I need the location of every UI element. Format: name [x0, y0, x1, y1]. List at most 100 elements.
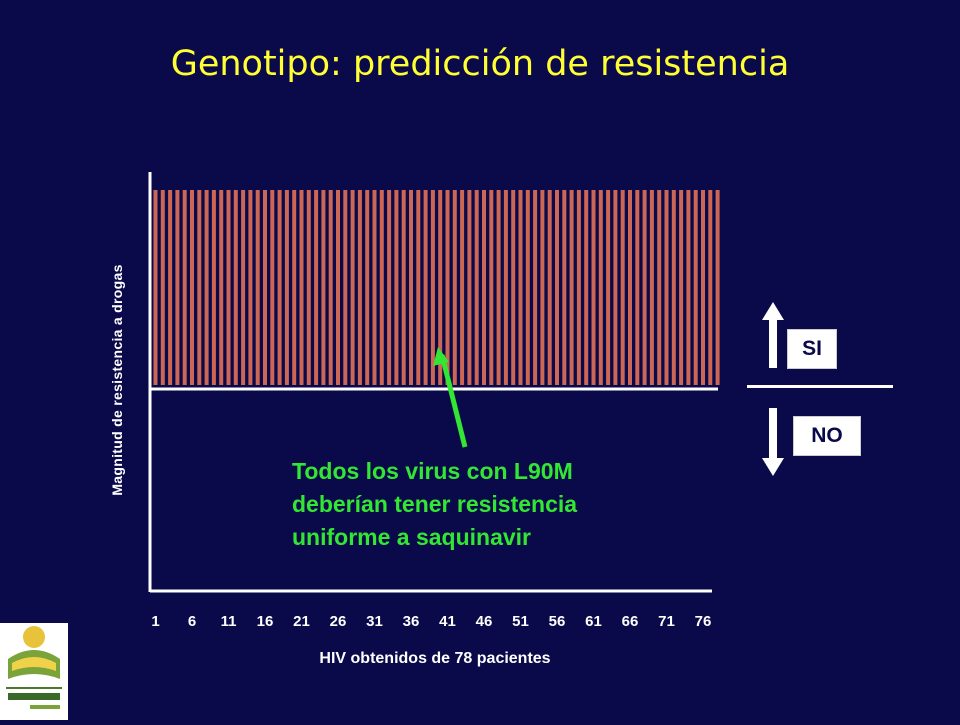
- bar-patient-48: [496, 190, 501, 385]
- bar-patient-6: [190, 190, 194, 385]
- x-tick-label-71: 71: [658, 613, 675, 630]
- bar-patient-36: [409, 190, 413, 385]
- y-axis-label: Magnitud de resistencia a drogas: [109, 264, 125, 496]
- bar-patient-30: [365, 190, 370, 385]
- bar-patient-59: [576, 190, 581, 385]
- legend-no-box: NO: [793, 416, 861, 456]
- bar-patient-76: [701, 190, 705, 385]
- bar-patient-70: [657, 190, 662, 385]
- bar-patient-12: [233, 190, 238, 385]
- arrow-down-icon: [762, 408, 784, 476]
- bar-patient-61: [591, 190, 596, 385]
- bar-patient-39: [430, 190, 435, 385]
- x-tick-label-1: 1: [151, 613, 159, 630]
- bar-patient-32: [379, 190, 384, 385]
- x-tick-label-56: 56: [549, 613, 566, 630]
- bar-patient-24: [321, 190, 326, 385]
- bar-patient-22: [306, 190, 311, 385]
- bar-patient-68: [642, 190, 647, 385]
- bar-patient-8: [204, 190, 209, 385]
- bar-patient-13: [241, 190, 246, 385]
- bar-patient-26: [336, 190, 340, 385]
- bar-patient-51: [518, 190, 523, 385]
- bar-patient-33: [387, 190, 392, 385]
- bar-patient-34: [394, 190, 399, 385]
- annotation-line-3: uniforme a saquinavir: [292, 524, 532, 550]
- bar-patient-71: [664, 190, 669, 385]
- bar-patient-11: [226, 190, 231, 385]
- bar-patient-4: [175, 190, 180, 385]
- bar-patient-44: [467, 190, 472, 385]
- bar-patient-1: [153, 190, 158, 385]
- bar-patient-45: [474, 190, 479, 385]
- bar-patient-20: [292, 190, 297, 385]
- bar-patient-31: [372, 190, 377, 385]
- x-tick-label-21: 21: [293, 613, 310, 630]
- bar-patient-5: [182, 190, 187, 385]
- x-tick-label-46: 46: [476, 613, 493, 630]
- bar-patient-50: [511, 190, 516, 385]
- bar-patient-78: [715, 190, 720, 385]
- bar-patient-75: [693, 190, 698, 385]
- annotation-line-2: deberían tener resistencia: [292, 491, 578, 517]
- arrow-up-icon: [762, 302, 784, 368]
- annotation-arrow: [439, 354, 468, 448]
- x-tick-label-51: 51: [512, 613, 529, 630]
- bar-patient-3: [168, 190, 173, 385]
- bar-patient-64: [613, 190, 618, 385]
- bar-patient-28: [350, 190, 355, 385]
- legend-divider: [747, 385, 893, 388]
- bar-patient-43: [460, 190, 465, 385]
- bar-patient-40: [438, 190, 443, 385]
- bar-patient-23: [314, 190, 319, 385]
- bar-patient-41: [445, 190, 450, 385]
- bar-patient-55: [547, 190, 552, 385]
- bar-patient-25: [328, 190, 333, 385]
- x-axis-label: HIV obtenidos de 78 pacientes: [319, 650, 551, 667]
- annotation-text: Todos los virus con L90M deberían tener …: [292, 455, 732, 554]
- bar-patient-15: [255, 190, 260, 385]
- bar-patient-53: [533, 190, 538, 385]
- bar-patient-9: [211, 190, 216, 385]
- x-tick-labels: 1 6 11 16 21 26 31 36 41 46 51 56 61 66 71 76: [151, 613, 711, 630]
- bar-patient-65: [620, 190, 625, 385]
- bar-patient-66: [628, 190, 632, 385]
- bar-patient-57: [562, 190, 567, 385]
- bar-patient-46: [482, 190, 486, 385]
- x-tick-label-36: 36: [403, 613, 420, 630]
- x-tick-label-11: 11: [221, 613, 237, 630]
- x-tick-label-76: 76: [695, 613, 712, 630]
- bar-patient-29: [357, 190, 362, 385]
- bars-group: [153, 190, 720, 385]
- bar-patient-62: [598, 190, 603, 385]
- x-tick-label-31: 31: [366, 613, 383, 630]
- bar-patient-58: [569, 190, 574, 385]
- annotation-arrow-head: [433, 347, 449, 366]
- bar-patient-35: [401, 190, 406, 385]
- bar-patient-63: [606, 190, 611, 385]
- bar-patient-2: [160, 190, 165, 385]
- annotation-line-1: Todos los virus con L90M: [292, 458, 573, 484]
- bar-patient-67: [635, 190, 640, 385]
- bar-patient-10: [219, 190, 224, 385]
- x-tick-label-16: 16: [257, 613, 274, 630]
- bar-patient-74: [686, 190, 691, 385]
- bar-patient-37: [416, 190, 421, 385]
- bar-patient-54: [540, 190, 545, 385]
- bar-patient-21: [299, 190, 304, 385]
- bar-patient-77: [708, 190, 713, 385]
- x-tick-label-6: 6: [188, 613, 196, 630]
- bar-patient-69: [649, 190, 654, 385]
- bar-patient-27: [343, 190, 348, 385]
- bar-patient-7: [197, 190, 202, 385]
- bar-patient-17: [270, 190, 275, 385]
- bar-patient-19: [284, 190, 289, 385]
- bar-patient-72: [671, 190, 676, 385]
- x-tick-label-66: 66: [622, 613, 639, 630]
- bar-patient-60: [584, 190, 589, 385]
- legend-si-box: SI: [787, 329, 837, 369]
- bar-patient-73: [679, 190, 684, 385]
- bar-patient-42: [452, 190, 457, 385]
- bar-patient-49: [503, 190, 508, 385]
- x-tick-label-61: 61: [585, 613, 602, 630]
